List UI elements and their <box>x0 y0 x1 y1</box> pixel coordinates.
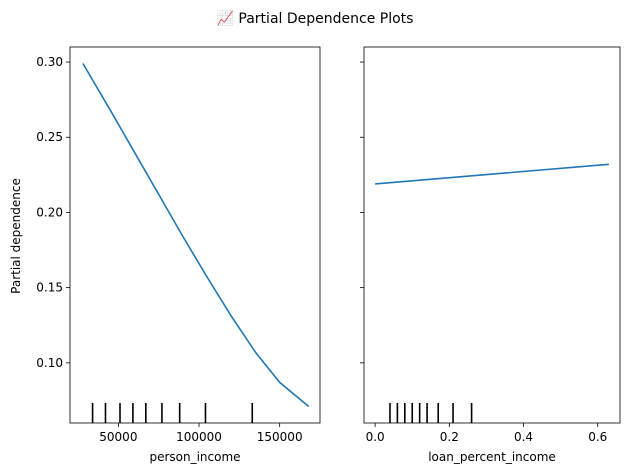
axes-frame <box>363 46 621 424</box>
x-tick-label: 0.2 <box>440 430 459 444</box>
y-tick-label: 0.25 <box>36 130 63 144</box>
pd-line <box>82 63 310 408</box>
x-axis-label: loan_percent_income <box>428 450 556 464</box>
panel-person-income: 50000 100000 150000 0.10 0.15 0.20 0.25 0.30 per… <box>36 46 321 464</box>
x-tick-label: 0.4 <box>514 430 533 444</box>
x-tick-label: 100000 <box>176 430 222 444</box>
axes-frame <box>69 46 321 424</box>
x-tick-label: 0.0 <box>366 430 385 444</box>
y-tick-label: 0.20 <box>36 205 63 219</box>
y-tick-label: 0.10 <box>36 356 63 370</box>
y-tick-label: 0.15 <box>36 281 63 295</box>
x-tick-label: 50000 <box>99 430 137 444</box>
x-tick-label: 0.6 <box>588 430 607 444</box>
y-tick-label: 0.30 <box>36 55 63 69</box>
figure-title: 📈 Partial Dependence Plots <box>217 10 414 27</box>
pd-line <box>375 163 609 185</box>
x-tick-label: 150000 <box>257 430 303 444</box>
x-axis-label: person_income <box>149 450 240 464</box>
y-axis-label: Partial dependence <box>9 178 23 294</box>
panel-loan-percent-income: 0.0 0.2 0.4 0.6 loan_percent_income <box>360 46 621 464</box>
